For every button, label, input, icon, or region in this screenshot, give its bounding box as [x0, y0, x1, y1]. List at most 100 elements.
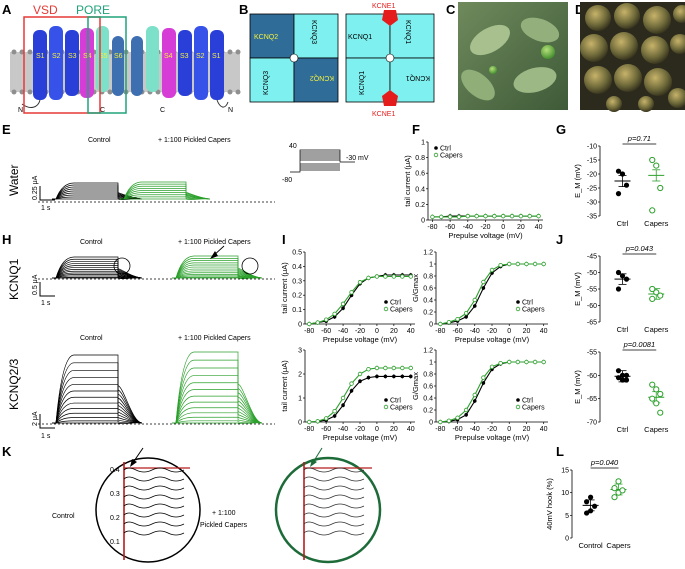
data-point-capers: [455, 317, 460, 322]
data-point-ctrl: [383, 374, 388, 379]
data-point-capers: [408, 274, 413, 279]
panel-label-e: E: [2, 122, 11, 137]
x-axis-label: Prepulse voltage (mV): [455, 335, 530, 344]
row-label-water: Water: [7, 164, 21, 196]
data-point-capers: [307, 419, 312, 425]
legend-label: Ctrl: [522, 300, 533, 307]
p-value: p=0.0081: [623, 340, 656, 349]
current-trace: [52, 408, 143, 424]
current-trace: [52, 420, 143, 424]
vsd-box: [23, 16, 101, 114]
x-tick-label: 0: [507, 328, 511, 335]
y-tick-label: 0: [565, 536, 569, 543]
y-tick-label: 0.6: [415, 171, 425, 178]
y-tick-label: 0.4: [423, 396, 433, 403]
helix-s1-right: [210, 30, 224, 100]
svg-text:KCNE1: KCNE1: [372, 111, 395, 118]
svg-text:S1: S1: [36, 53, 45, 60]
data-point-capers: [456, 214, 462, 220]
svg-text:S5: S5: [99, 53, 108, 60]
legend-marker-capers: [383, 404, 389, 410]
svg-text:1 s: 1 s: [41, 433, 51, 440]
dot-ctrl: [623, 372, 630, 378]
y-tick-label: 0.4: [423, 298, 433, 305]
dot-ctrl: [615, 375, 622, 381]
zoom-trace: [303, 494, 365, 500]
svg-text:KCNQ1: KCNQ1: [406, 74, 430, 81]
legend-label: Ctrl: [522, 398, 533, 405]
panel-d: D: [575, 2, 685, 112]
chart-i-kcnq1-norm: -80 -60 -40 -20 0 20 40 0 0.2 0.4 0.6 0.8 1 1.2 Prepul…: [411, 250, 548, 344]
data-point-ctrl: [392, 374, 396, 379]
dot-capers: [649, 156, 656, 164]
panel-label-f: F: [412, 122, 420, 137]
svg-text:0.2: 0.2: [110, 515, 120, 522]
x-tick-label: -60: [452, 328, 462, 335]
current-trace: [172, 260, 263, 279]
panel-c: C: [446, 2, 568, 110]
data-point-capers: [391, 274, 397, 279]
x-axis-label: Prepulse voltage (mV): [323, 433, 398, 442]
svg-text:1 s: 1 s: [41, 300, 51, 307]
dot-capers: [657, 409, 664, 416]
panel-k: Control + 1:100 Pickled Capers 0.4 0.3 0…: [52, 447, 382, 564]
data-point-capers: [463, 311, 469, 316]
data-point-capers: [498, 263, 503, 268]
x-tick-label: -80: [435, 328, 445, 335]
traces-kcnq23-capers: [172, 351, 263, 425]
data-point-capers: [315, 320, 320, 325]
x-tick-label: -40: [463, 224, 473, 231]
n-terminus-right: [216, 99, 229, 108]
y-tick-label: 0: [421, 218, 425, 225]
current-trace: [172, 407, 263, 424]
data-point-capers: [349, 381, 354, 386]
dot-ctrl: [619, 377, 626, 383]
y-tick-label: 1: [421, 140, 425, 147]
data-point-capers: [500, 213, 506, 219]
current-trace: [172, 416, 263, 424]
traces-kcnq1-control: [52, 256, 143, 280]
data-point-ctrl: [472, 399, 477, 403]
data-point-ctrl: [481, 381, 486, 385]
dot-capers: [649, 285, 656, 293]
current-trace: [172, 412, 263, 424]
y-axis-label: E_M (mV): [573, 272, 582, 306]
category-label: Capers: [644, 425, 668, 434]
x-tick-label: 20: [523, 328, 531, 335]
y-tick-label: 15: [561, 468, 569, 475]
y-tick-label: 0.2: [415, 202, 425, 209]
dot-ctrl: [623, 182, 630, 188]
current-trace: [52, 354, 143, 424]
dot-ctrl: [615, 269, 622, 276]
helix-s4-right: [162, 28, 176, 98]
svg-text:KCNQ1: KCNQ1: [359, 71, 366, 95]
y-tick-label: 0.1: [292, 307, 302, 314]
data-point-capers: [439, 214, 444, 220]
svg-text:S6: S6: [114, 53, 123, 60]
legend-marker-ctrl: [434, 146, 438, 150]
legend-label: Ctrl: [440, 146, 451, 153]
legend-marker-ctrl: [384, 398, 388, 402]
current-trace: [52, 256, 143, 279]
dot-capers: [619, 487, 626, 494]
x-tick-label: -20: [480, 224, 490, 231]
x-tick-label: 20: [390, 426, 398, 433]
k-capers-label-2: Pickled Capers: [200, 522, 248, 529]
svg-text:-80: -80: [282, 177, 292, 184]
svg-text:KCNE1: KCNE1: [372, 3, 395, 10]
legend-label: Capers: [522, 307, 545, 314]
data-point-capers: [518, 213, 524, 219]
svg-text:S3: S3: [180, 53, 189, 60]
data-point-ctrl: [472, 304, 477, 308]
panel-label-a: A: [2, 2, 12, 17]
y-tick-label: -60: [587, 303, 597, 310]
data-point-capers: [349, 290, 354, 295]
legend-marker-capers: [433, 152, 439, 158]
data-point-capers: [524, 359, 529, 365]
data-point-capers: [357, 371, 363, 377]
data-point-ctrl: [349, 389, 354, 393]
x-tick-label: 0: [501, 224, 505, 231]
dot-ctrl: [619, 372, 626, 378]
x-tick-label: -60: [452, 426, 462, 433]
dot-capers: [611, 494, 618, 501]
